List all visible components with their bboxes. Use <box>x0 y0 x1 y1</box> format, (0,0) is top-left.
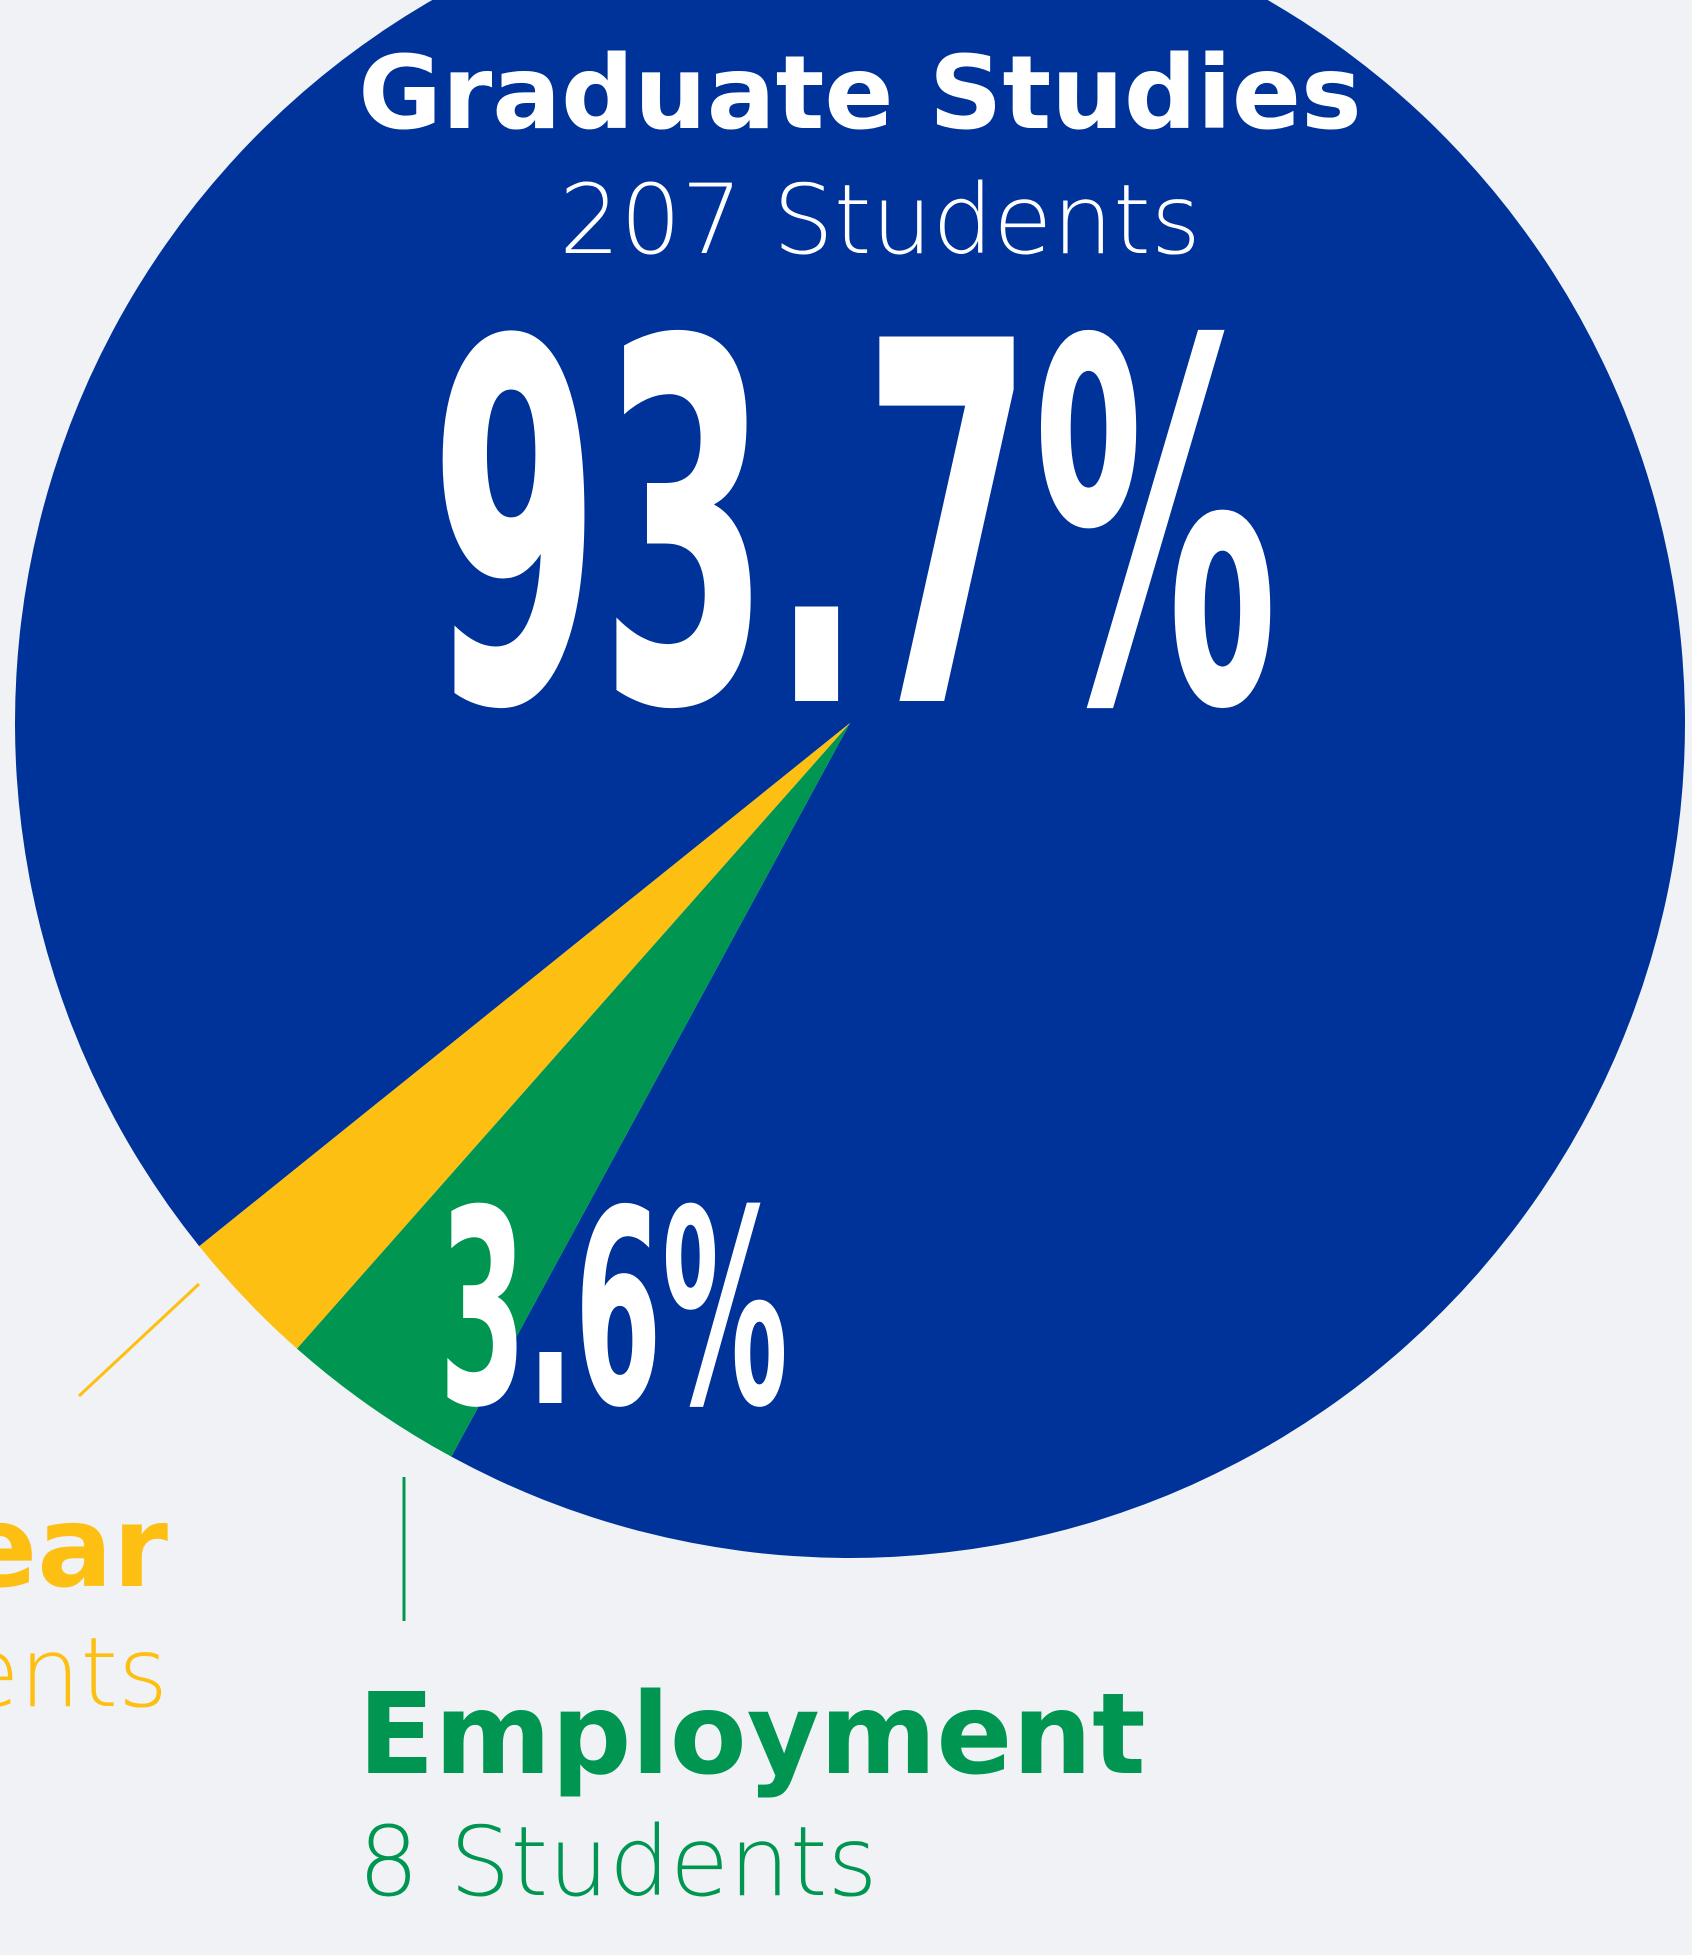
slice-sublabel: 8 Students <box>358 1806 878 1918</box>
value-label: 93.7% <box>430 237 1278 819</box>
pie <box>15 0 1685 1558</box>
leader-line <box>77 1282 201 1398</box>
pie-slice <box>15 0 1685 1558</box>
slice-label: Employment <box>358 1670 1146 1800</box>
slice-sublabel: ents <box>0 1617 168 1729</box>
value-label: 3.6% <box>439 1152 788 1467</box>
slice-sublabel: 207 Students <box>559 164 1201 276</box>
slice-label: Graduate Studies <box>358 34 1361 153</box>
slice-label: ear <box>0 1483 168 1613</box>
pie-slice <box>296 723 850 1457</box>
pie-slice <box>199 723 850 1349</box>
